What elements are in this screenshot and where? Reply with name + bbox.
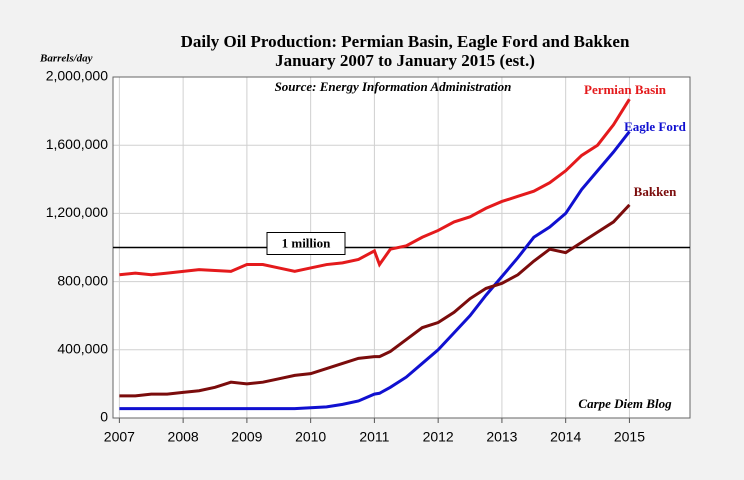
x-tick-label: 2011	[359, 429, 389, 445]
line-series	[119, 130, 631, 411]
y-tick-label: 400,000	[57, 341, 108, 357]
x-tick-label: 2014	[550, 429, 581, 445]
y-tick-label: 0	[100, 409, 108, 425]
reference-label-box	[266, 232, 346, 255]
line-series	[119, 98, 631, 277]
y-tick-label: 800,000	[57, 272, 108, 288]
y-tick-label: 1,600,000	[46, 136, 108, 152]
x-tick-label: 2015	[614, 429, 645, 445]
legend-label: Permian Basin	[584, 82, 667, 97]
x-tick-label: 2013	[486, 429, 517, 445]
chart-title: Daily Oil Production: Permian Basin, Eag…	[181, 32, 630, 51]
y-tick-label: 1,200,000	[46, 204, 108, 220]
chart-subtitle: January 2007 to January 2015 (est.)	[275, 51, 535, 70]
credit-note: Carpe Diem Blog	[578, 396, 672, 411]
x-tick-label: 2010	[295, 429, 326, 445]
legend-label: Bakken	[634, 184, 677, 199]
reference-label: 1 million	[282, 235, 332, 250]
legend-label: Eagle Ford	[624, 119, 687, 134]
x-tick-label: 2008	[168, 429, 199, 445]
line-series	[119, 203, 631, 398]
y-tick-label: 2,000,000	[46, 68, 108, 84]
x-tick-label: 2012	[423, 429, 454, 445]
y-axis-label: Barrels/day	[39, 53, 93, 65]
x-tick-label: 2009	[231, 429, 262, 445]
source-note: Source: Energy Information Administratio…	[275, 79, 512, 94]
x-tick-label: 2007	[104, 429, 135, 445]
